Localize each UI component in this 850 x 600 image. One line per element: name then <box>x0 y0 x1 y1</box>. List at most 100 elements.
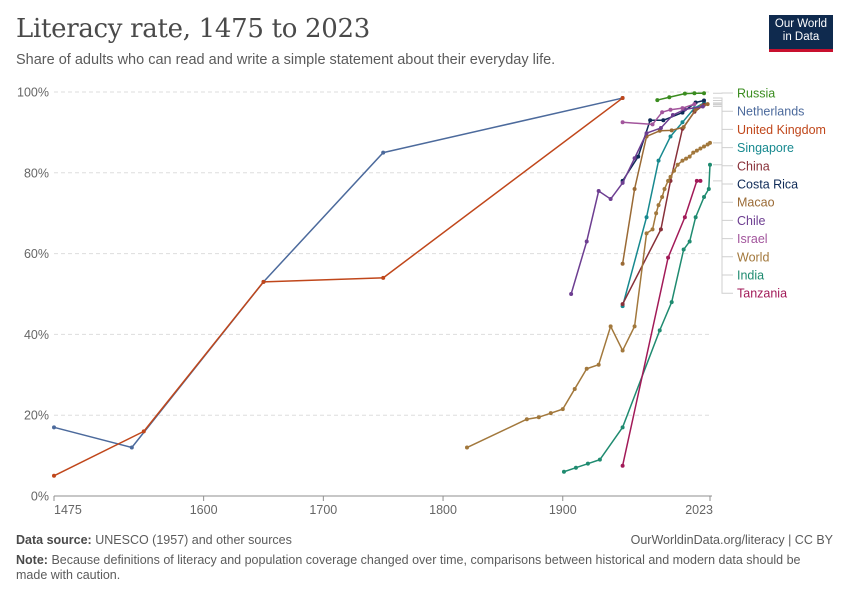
chart-title: Literacy rate, 1475 to 2023 <box>16 14 371 44</box>
note-label: Note: <box>16 553 48 567</box>
data-point <box>572 386 577 391</box>
data-point <box>656 158 661 163</box>
data-point <box>700 104 705 109</box>
data-point <box>708 140 712 145</box>
data-point <box>666 255 671 260</box>
legend-connector <box>713 106 733 221</box>
data-point <box>596 362 601 367</box>
data-point <box>682 91 687 96</box>
data-point <box>705 102 710 107</box>
data-point <box>702 144 707 149</box>
series-china <box>620 102 707 307</box>
data-point <box>669 300 674 305</box>
data-point <box>694 148 699 153</box>
legend-label-china: China <box>737 159 770 173</box>
data-point <box>684 156 689 161</box>
data-point <box>660 110 665 115</box>
data-point <box>464 445 469 450</box>
data-point <box>681 247 686 252</box>
legend-connector <box>713 180 733 294</box>
data-point <box>666 178 671 183</box>
data-point <box>141 429 146 434</box>
series-line <box>622 103 695 126</box>
data-point <box>569 292 574 296</box>
legend-label-macao: Macao <box>737 196 775 210</box>
legend-connector <box>713 103 733 240</box>
data-point <box>524 417 529 422</box>
data-point <box>620 463 625 468</box>
series-russia <box>655 91 707 103</box>
data-point <box>620 120 625 125</box>
legend-label-chile: Chile <box>737 214 766 228</box>
legend-label-israel: Israel <box>737 232 768 246</box>
data-point <box>536 415 541 420</box>
series-tanzania <box>620 178 703 468</box>
data-point <box>620 348 625 353</box>
legend-label-costa-rica: Costa Rica <box>737 178 798 192</box>
logo-line-1: Our World <box>774 18 828 30</box>
series-line <box>570 105 703 295</box>
x-tick-label: 2023 <box>685 503 713 517</box>
data-point <box>702 195 707 200</box>
data-point <box>655 98 660 103</box>
legend-label-united-kingdom: United Kingdom <box>737 123 826 137</box>
data-point <box>680 106 685 111</box>
chart-subtitle: Share of adults who can read and write a… <box>16 52 556 68</box>
legend-label-singapore: Singapore <box>737 141 794 155</box>
legend-label-tanzania: Tanzania <box>737 287 787 301</box>
series-israel <box>620 102 697 127</box>
owid-logo[interactable]: Our World in Data <box>769 15 833 52</box>
data-point <box>648 118 653 123</box>
data-point <box>692 91 697 96</box>
data-point <box>675 162 680 167</box>
x-tick-label: 1800 <box>429 503 457 517</box>
series-united-kingdom <box>52 96 625 478</box>
legend-label-india: India <box>737 269 764 283</box>
y-tick-label: 60% <box>24 247 49 261</box>
series-world <box>464 140 712 450</box>
data-point <box>658 125 663 130</box>
legend-label-world: World <box>737 250 769 264</box>
source-label: Data source: <box>16 533 92 547</box>
data-point <box>668 134 673 139</box>
data-point <box>669 128 674 133</box>
data-point <box>608 197 613 202</box>
data-point <box>687 154 692 159</box>
data-point <box>650 227 655 232</box>
series-chile <box>569 104 705 296</box>
data-point <box>596 188 601 193</box>
series-netherlands <box>52 96 625 450</box>
data-point <box>381 275 386 280</box>
series-line <box>53 97 624 477</box>
data-point <box>573 465 578 470</box>
x-tick-label: 1700 <box>309 503 337 517</box>
data-point <box>691 150 696 155</box>
series-line <box>621 102 705 307</box>
data-point <box>620 261 625 266</box>
data-point <box>661 118 666 123</box>
note-text: Because definitions of literacy and popu… <box>16 553 801 582</box>
data-point <box>693 107 698 112</box>
data-point <box>654 211 659 216</box>
y-tick-label: 40% <box>24 328 49 342</box>
data-point <box>585 461 590 466</box>
data-point <box>682 215 687 220</box>
data-point <box>667 95 672 100</box>
x-tick-label: 1475 <box>54 503 82 517</box>
data-point <box>693 215 698 220</box>
source-url[interactable]: OurWorldinData.org/literacy | CC BY <box>630 533 833 547</box>
data-point <box>660 195 665 200</box>
source-text[interactable]: UNESCO (1957) and other sources <box>95 533 292 547</box>
data-point <box>632 156 637 161</box>
data-point <box>680 120 685 125</box>
logo-line-2: in Data <box>782 31 820 43</box>
y-tick-label: 100% <box>17 86 49 100</box>
series-line <box>53 97 623 449</box>
data-source: Data source: UNESCO (1957) and other sou… <box>16 533 292 547</box>
data-point <box>681 125 686 130</box>
legend-connector <box>713 99 733 185</box>
chart-note: Note: Because definitions of literacy an… <box>16 553 826 583</box>
data-point <box>644 131 649 136</box>
data-point <box>694 178 699 183</box>
